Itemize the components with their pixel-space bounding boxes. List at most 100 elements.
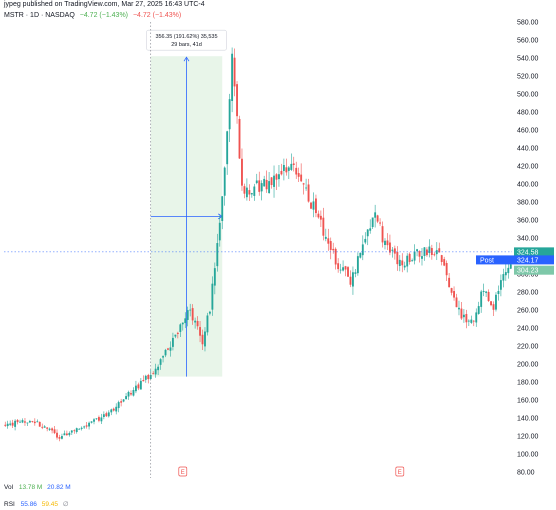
price-tick-label: 300.00 [517, 272, 539, 279]
candle [408, 252, 411, 265]
candle [499, 274, 502, 297]
price-tick-label: 520.00 [517, 74, 539, 81]
candle [179, 323, 182, 338]
candle [24, 418, 26, 426]
candle [307, 178, 310, 203]
candle [31, 420, 34, 423]
candle [169, 341, 172, 357]
candle [300, 163, 303, 182]
price-axis[interactable]: 80.00 100.00 120.00 140.00 160.00 180.00 200.0… [476, 0, 556, 480]
rsi-value: 55.86 [20, 501, 37, 508]
candle [61, 433, 63, 440]
candle [327, 228, 330, 251]
candle [226, 130, 229, 175]
candle [33, 418, 36, 426]
candle [206, 312, 209, 336]
candle [56, 429, 58, 440]
candle [258, 171, 261, 196]
measure-note-line-1: 356.35 (191.62%) 35,535 [155, 34, 217, 40]
candle [112, 407, 115, 412]
measure-tool[interactable]: 356.35 (191.62%) 35,535 29 bars, 41d [146, 29, 227, 377]
candle [430, 244, 433, 260]
overlay-layer [4, 22, 512, 478]
candle [356, 252, 359, 276]
candle [401, 253, 404, 273]
candle [477, 301, 480, 315]
candle [480, 289, 483, 313]
price-tick-label: 400.00 [517, 182, 539, 189]
candle [425, 247, 428, 257]
candle [130, 390, 132, 396]
candle [233, 48, 236, 97]
earnings-event-icon[interactable]: E [395, 466, 405, 477]
candle [292, 156, 295, 172]
candle [319, 210, 322, 227]
candle [371, 217, 374, 230]
candle [472, 320, 475, 327]
price-tick-label: 540.00 [517, 56, 539, 63]
symbol-label[interactable]: MSTR · 1D · NASDAQ [4, 12, 75, 19]
svg-text:Post: Post [480, 257, 494, 264]
candle [80, 426, 83, 431]
candle [51, 427, 54, 434]
candle [352, 266, 354, 295]
candle [250, 192, 253, 198]
candle [381, 221, 384, 248]
candle [26, 422, 29, 427]
candle [278, 164, 280, 187]
candle [164, 348, 167, 358]
rsi-ma-value: 59.45 [41, 501, 59, 508]
candle [379, 218, 382, 226]
candle [440, 254, 443, 266]
candle [231, 47, 234, 113]
price-tick-label: 260.00 [517, 308, 539, 315]
candle [487, 289, 490, 302]
candle [455, 293, 458, 308]
price-tick-label: 100.00 [517, 452, 539, 459]
price-tick-label: 80.00 [517, 470, 535, 477]
candle [243, 183, 246, 199]
candle [53, 425, 56, 435]
candle [95, 418, 98, 420]
candle [83, 425, 86, 429]
candle [110, 408, 113, 416]
candle [196, 316, 199, 330]
candle [458, 300, 460, 316]
candle [393, 245, 396, 260]
candle [184, 312, 187, 329]
candle [396, 246, 399, 271]
candle [428, 239, 431, 258]
candle [492, 301, 495, 316]
candle [384, 238, 386, 250]
earnings-event-icon[interactable]: E [178, 466, 188, 477]
candle [280, 163, 283, 176]
candle [58, 434, 61, 442]
price-change-percent: −4.72 (−1.43%) [132, 12, 182, 19]
candle [332, 242, 335, 254]
candle [204, 327, 206, 352]
candle [376, 214, 379, 224]
rsi-label: RSI [4, 501, 15, 508]
candle [295, 161, 298, 179]
price-tick-label: 420.00 [517, 164, 539, 171]
candle [361, 235, 364, 261]
svg-text:324.58: 324.58 [517, 249, 539, 256]
candle [495, 292, 497, 312]
price-tick-label: 200.00 [517, 362, 539, 369]
candle [36, 419, 39, 423]
price-tick-label: 220.00 [517, 344, 539, 351]
volume-value: 13.78 M [18, 484, 43, 491]
price-tick-label: 460.00 [517, 128, 539, 135]
candle [265, 170, 268, 193]
candle [48, 427, 51, 431]
measure-note-box [146, 29, 227, 51]
candle [199, 320, 201, 343]
candle [445, 260, 448, 281]
candle [490, 301, 492, 307]
candle [448, 272, 451, 288]
candle [467, 319, 470, 326]
candle [137, 382, 140, 391]
candle [213, 262, 216, 295]
